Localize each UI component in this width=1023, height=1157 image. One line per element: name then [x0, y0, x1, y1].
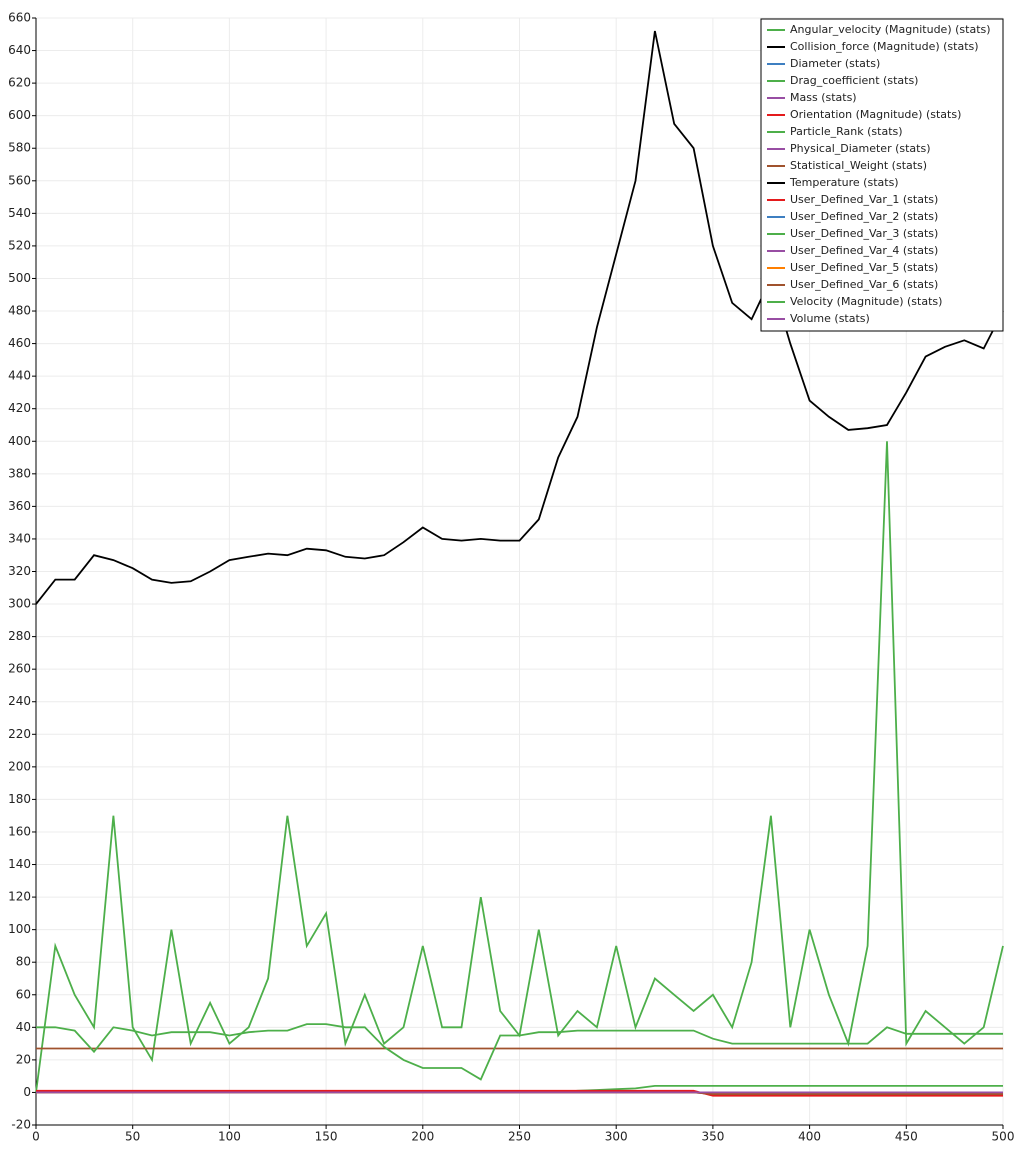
- x-tick-label: 450: [895, 1130, 918, 1144]
- legend-label: User_Defined_Var_1 (stats): [790, 193, 938, 206]
- y-tick-label: 420: [8, 401, 31, 415]
- y-tick-label: 120: [8, 890, 31, 904]
- legend-label: Velocity (Magnitude) (stats): [790, 295, 942, 308]
- series-line: [35, 30, 1004, 605]
- y-tick-label: 280: [8, 629, 31, 643]
- y-tick-label: 140: [8, 857, 31, 871]
- y-tick-label: 260: [8, 662, 31, 676]
- y-tick-label: 400: [8, 434, 31, 448]
- y-tick-label: 160: [8, 824, 31, 838]
- legend-label: Particle_Rank (stats): [790, 125, 903, 138]
- y-tick-label: 320: [8, 564, 31, 578]
- x-tick-label: 150: [315, 1130, 338, 1144]
- legend-label: Mass (stats): [790, 91, 857, 104]
- y-tick-label: 620: [8, 76, 31, 90]
- y-tick-label: 60: [16, 987, 31, 1001]
- x-tick-label: 300: [605, 1130, 628, 1144]
- y-tick-label: 580: [8, 141, 31, 155]
- x-tick-label: 400: [798, 1130, 821, 1144]
- y-tick-label: 440: [8, 369, 31, 383]
- legend-label: Collision_force (Magnitude) (stats): [790, 40, 979, 53]
- legend-label: Angular_velocity (Magnitude) (stats): [790, 23, 991, 36]
- y-tick-label: 240: [8, 694, 31, 708]
- x-tick-label: 200: [411, 1130, 434, 1144]
- legend-label: Orientation (Magnitude) (stats): [790, 108, 961, 121]
- y-tick-label: 300: [8, 597, 31, 611]
- y-tick-label: 600: [8, 108, 31, 122]
- legend-label: User_Defined_Var_4 (stats): [790, 244, 938, 257]
- y-tick-label: 380: [8, 466, 31, 480]
- legend-label: User_Defined_Var_6 (stats): [790, 278, 938, 291]
- x-tick-label: 0: [32, 1130, 40, 1144]
- legend-label: Statistical_Weight (stats): [790, 159, 927, 172]
- y-tick-label: 560: [8, 173, 31, 187]
- y-tick-label: 500: [8, 271, 31, 285]
- y-tick-label: 340: [8, 531, 31, 545]
- y-tick-label: 200: [8, 759, 31, 773]
- legend-label: Physical_Diameter (stats): [790, 142, 931, 155]
- legend-label: Volume (stats): [790, 312, 870, 325]
- x-tick-label: 500: [992, 1130, 1015, 1144]
- legend-label: Temperature (stats): [789, 176, 899, 189]
- y-tick-label: 360: [8, 499, 31, 513]
- y-tick-label: 660: [8, 11, 31, 25]
- legend-box: [760, 18, 1004, 332]
- y-tick-label: 40: [16, 1020, 31, 1034]
- x-tick-label: 100: [218, 1130, 241, 1144]
- legend-label: User_Defined_Var_2 (stats): [790, 210, 938, 223]
- x-tick-label: 50: [125, 1130, 140, 1144]
- y-tick-label: 480: [8, 304, 31, 318]
- y-tick-label: 540: [8, 206, 31, 220]
- y-tick-label: 640: [8, 43, 31, 57]
- legend: Angular_velocity (Magnitude) (stats) Coll…: [760, 18, 1004, 332]
- y-tick-label: 100: [8, 922, 31, 936]
- x-tick-label: 250: [508, 1130, 531, 1144]
- series-line: [36, 1089, 1003, 1097]
- legend-label: User_Defined_Var_3 (stats): [790, 227, 938, 240]
- legend-label: User_Defined_Var_5 (stats): [790, 261, 938, 274]
- legend-label: Drag_coefficient (stats): [790, 74, 918, 87]
- y-tick-label: 20: [16, 1052, 31, 1066]
- series-line: [36, 1023, 1003, 1081]
- legend-label: Diameter (stats): [790, 57, 880, 70]
- y-tick-label: -20: [11, 1118, 31, 1132]
- y-tick-label: 220: [8, 727, 31, 741]
- y-tick-label: 460: [8, 336, 31, 350]
- y-tick-label: 0: [23, 1085, 31, 1099]
- y-tick-label: 180: [8, 792, 31, 806]
- x-tick-label: 350: [701, 1130, 724, 1144]
- y-tick-label: 520: [8, 238, 31, 252]
- y-tick-label: 80: [16, 955, 31, 969]
